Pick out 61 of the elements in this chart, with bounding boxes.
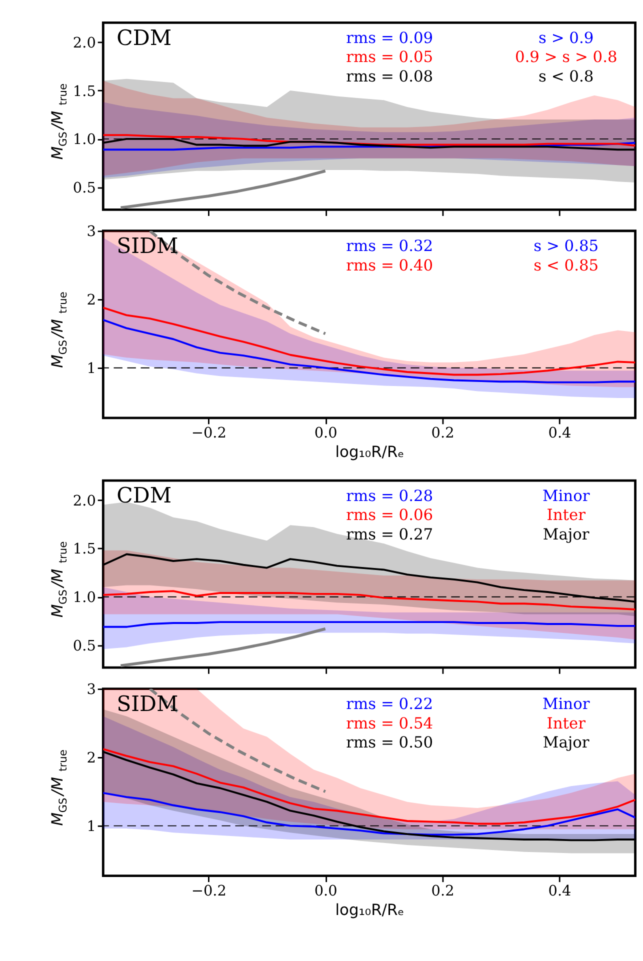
text: s > 0.85 [534,237,599,256]
text: s < 0.8 [538,67,594,86]
x-tick-label: 0.4 [548,426,572,442]
line-series [103,306,636,376]
y-tick-label: 0.5 [72,638,96,655]
x-tick-label: 0.0 [314,426,338,442]
x-tick-label: −0.2 [191,884,226,900]
text: Minor [542,486,590,505]
text: Major [542,525,590,544]
text: s > 0.9 [538,28,594,47]
line-series [103,318,636,384]
annotation: rms = 0.05 [346,48,434,66]
line-series [119,627,327,668]
y-axis-title: MGS/Mtrue [48,750,70,826]
annotation: rms = 0.28 [346,486,434,505]
y-tick-label: 1.0 [72,132,96,148]
text: s < 0.85 [534,256,599,274]
annotation: rms = 0.08 [346,67,434,86]
y-axis-title: MGS/Mtrue [48,83,70,160]
y-tick-label: 1 [86,819,96,836]
y-axis-title: MGS/Mtrue [48,541,70,618]
annotation: rms = 0.27 [346,525,434,544]
y-tick-label: 0.5 [72,180,96,197]
y-axis-title: MGS/Mtrue [48,292,70,368]
y-tick-label: 1.5 [72,84,96,100]
annotation: rms = 0.40 [346,256,434,274]
annotation: rms = 0.50 [346,734,434,752]
y-tick-label: 1.0 [72,590,96,606]
annotation: rms = 0.09 [346,28,434,47]
y-tick-label: 2 [86,292,96,309]
line-series [119,169,327,210]
annotation: rms = 0.32 [346,237,434,256]
text: 0.9 > s > 0.8 [514,48,618,66]
annotation: rms = 0.06 [346,506,434,524]
x-tick-label: 0.2 [431,426,454,442]
y-tick-label: 2 [86,750,96,767]
annotation: rms = 0.22 [346,695,434,714]
y-tick-label: 2.0 [72,35,96,52]
annotation: SIDM [116,690,178,716]
y-tick-label: 1 [86,361,96,378]
annotation: rms = 0.54 [346,714,434,732]
line-series [103,792,636,836]
x-tick-label: 0.0 [314,884,338,900]
y-tick-label: 3 [86,224,96,240]
x-axis-title: log₁₀R/Rₑ [335,442,404,461]
y-tick-label: 1.5 [72,542,96,558]
annotation: CDM [116,24,172,50]
y-tick-label: 3 [86,682,96,698]
annotation: SIDM [116,233,178,258]
line-series [103,134,636,147]
annotation: CDM [116,482,172,508]
text: Major [542,734,590,752]
x-tick-label: −0.2 [191,426,226,442]
line-series [103,590,636,610]
x-tick-label: 0.4 [548,884,572,900]
y-tick-label: 2.0 [72,493,96,510]
x-tick-label: 0.2 [431,884,454,900]
text: Minor [542,695,590,714]
text: Inter [546,714,586,732]
text: Inter [546,506,586,524]
x-axis-title: log₁₀R/Rₑ [335,900,404,919]
